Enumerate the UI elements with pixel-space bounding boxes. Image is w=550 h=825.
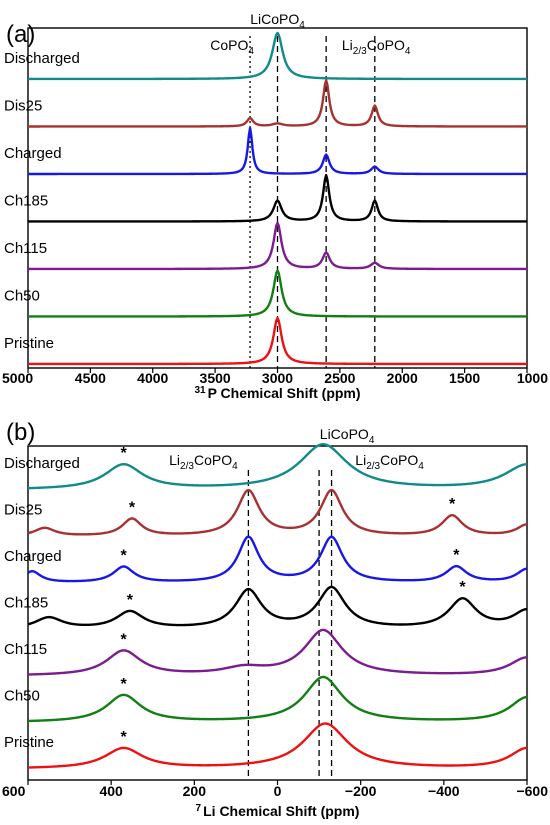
series-label: Dis25: [4, 502, 42, 519]
series-line-discharged: [27, 443, 528, 490]
x-tick-label: 1000: [517, 370, 548, 386]
series-line-pristine: [28, 316, 527, 366]
x-axis-isotope: 7: [196, 803, 202, 814]
series-label: Ch115: [4, 240, 47, 257]
series-line-charged: [27, 535, 528, 583]
series-label: Charged: [4, 548, 62, 565]
panel-label: (b): [6, 419, 35, 446]
x-tick-label: 3500: [200, 370, 231, 386]
asterisk-annotation: *: [127, 592, 134, 609]
series-line-ch115: [28, 221, 527, 271]
series-label: Dis25: [4, 98, 42, 115]
series-label: Charged: [4, 145, 62, 162]
series-label: Pristine: [4, 734, 54, 751]
asterisk-annotation: *: [453, 547, 460, 564]
series-line-ch115: [27, 628, 528, 676]
x-axis-isotope: 31: [194, 385, 206, 396]
series-label: Discharged: [4, 50, 80, 67]
reference-line-label: LiCoPO4: [320, 426, 375, 446]
series-label: Ch185: [4, 193, 48, 210]
series-label: Pristine: [4, 335, 54, 352]
series-label: Ch50: [4, 288, 40, 305]
series-line-ch50: [27, 675, 528, 723]
x-tick-label: 2500: [324, 370, 355, 386]
x-tick-label: 4500: [75, 370, 106, 386]
x-axis-label: P Chemical Shift (ppm): [208, 385, 361, 401]
reference-line-label: Li2/3CoPO4: [169, 452, 238, 472]
series-line-dis25: [27, 488, 528, 536]
x-tick-label: −200: [345, 783, 377, 799]
panel-a: 5000 4500 4000 3500 3000 2500 2000 1500 1000 31 P …: [2, 11, 548, 401]
asterisk-annotation: *: [121, 631, 128, 648]
series-line-charged: [28, 126, 527, 176]
x-tick-label: 4000: [137, 370, 168, 386]
asterisk-annotation: *: [129, 499, 136, 516]
asterisk-annotation: *: [121, 729, 128, 746]
x-tick-label: −400: [428, 783, 460, 799]
series-line-ch185: [27, 585, 528, 627]
panel-label: (a): [6, 21, 35, 48]
asterisk-annotation: *: [121, 676, 128, 693]
reference-line-label: Li2/3CoPO4: [355, 452, 424, 472]
x-tick-label: 2000: [387, 370, 418, 386]
series-line-pristine: [27, 722, 528, 769]
asterisk-annotation: *: [121, 547, 128, 564]
x-tick-label: 200: [183, 783, 207, 799]
reference-line-label: CoPO4: [210, 37, 254, 57]
series-label: Ch185: [4, 595, 48, 612]
panel-b: 600 400 200 0 −200 −400 −600 7 Li Chemical Shift…: [2, 419, 548, 819]
series-label: Discharged: [4, 455, 80, 472]
x-tick-label: 1500: [449, 370, 480, 386]
x-axis-title: 7 Li Chemical Shift (ppm): [196, 803, 360, 819]
asterisk-annotation: *: [459, 579, 466, 596]
reference-line-label: Li2/3CoPO4: [342, 37, 411, 57]
series-label: Ch115: [4, 641, 47, 658]
x-axis-label: Li Chemical Shift (ppm): [203, 803, 359, 819]
x-tick-label: 3000: [262, 370, 293, 386]
series-line-ch50: [28, 269, 527, 318]
series-line-ch185: [28, 173, 527, 223]
asterisk-annotation: *: [121, 445, 128, 462]
x-tick-label: 400: [99, 783, 123, 799]
reference-line-label: LiCoPO4: [250, 11, 305, 31]
series-line-dis25: [28, 79, 527, 128]
x-axis-title: 31 P Chemical Shift (ppm): [194, 385, 360, 401]
x-tick-label: 0: [274, 783, 282, 799]
asterisk-annotation: *: [449, 496, 456, 513]
series-line-discharged: [28, 31, 527, 81]
x-tick-label: 5000: [2, 370, 33, 386]
x-tick-label: −600: [516, 783, 548, 799]
x-tick-label: 600: [2, 783, 26, 799]
series-label: Ch50: [4, 688, 40, 705]
